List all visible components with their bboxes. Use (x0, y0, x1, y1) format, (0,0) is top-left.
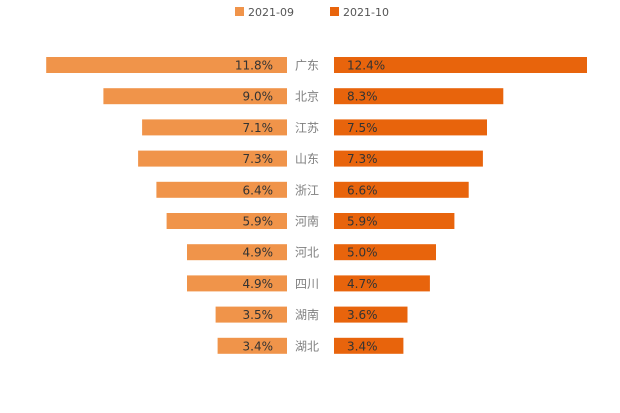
category-label: 河南 (295, 214, 319, 229)
category-label: 浙江 (295, 183, 319, 197)
value-label-series-2: 3.6% (347, 308, 378, 322)
bar-series-1 (217, 337, 287, 354)
bar-series-2 (334, 337, 404, 354)
value-label-series-1: 7.1% (243, 121, 274, 135)
value-label-series-2: 8.3% (347, 90, 378, 104)
legend-swatch-series-2 (330, 7, 339, 16)
category-label: 广东 (295, 59, 319, 73)
bar-series-2 (334, 181, 469, 198)
bar-series-1 (215, 306, 287, 323)
bar-series-2 (334, 213, 455, 229)
category-label: 四川 (295, 277, 319, 291)
legend-label-series-1: 2021-09 (248, 6, 294, 19)
value-label-series-1: 4.9% (243, 246, 274, 260)
category-label: 湖北 (295, 338, 319, 353)
bar-series-2 (334, 306, 408, 323)
bars-group: 11.8% 12.4% 广东 9.0% 8.3% 北京 7.1% 7.5% 江苏 7.3% 7.3%… (46, 57, 587, 354)
value-label-series-2: 7.5% (347, 121, 378, 135)
value-label-series-2: 6.6% (347, 183, 378, 197)
bar-series-1 (46, 57, 288, 73)
value-label-series-1: 9.0% (243, 90, 274, 104)
bar-series-1 (187, 275, 287, 292)
bar-series-2 (334, 244, 436, 261)
value-label-series-1: 3.5% (243, 308, 274, 322)
value-label-series-1: 7.3% (243, 152, 274, 166)
bar-series-1 (187, 244, 287, 261)
value-label-series-1: 11.8% (235, 59, 273, 73)
bar-series-2 (334, 150, 483, 167)
value-label-series-1: 5.9% (243, 215, 274, 229)
category-label: 北京 (295, 90, 319, 104)
category-label: 河北 (295, 246, 319, 260)
value-label-series-2: 5.9% (347, 215, 378, 229)
value-label-series-2: 7.3% (347, 152, 378, 166)
bar-series-1 (156, 181, 287, 198)
value-label-series-2: 4.7% (347, 277, 378, 291)
value-label-series-1: 6.4% (243, 183, 274, 197)
category-label: 江苏 (295, 121, 319, 135)
legend-label-series-2: 2021-10 (343, 6, 389, 19)
legend-swatch-series-1 (235, 7, 244, 16)
value-label-series-2: 3.4% (347, 339, 378, 353)
category-label: 湖南 (295, 307, 319, 322)
value-label-series-2: 5.0% (347, 246, 378, 260)
value-label-series-2: 12.4% (347, 59, 385, 73)
bar-series-2 (334, 88, 504, 105)
value-label-series-1: 3.4% (243, 339, 274, 353)
value-label-series-1: 4.9% (243, 277, 274, 291)
bar-series-2 (334, 57, 587, 73)
category-label: 山东 (295, 152, 319, 166)
bar-series-1 (103, 88, 288, 105)
bar-series-2 (334, 275, 430, 292)
bar-series-1 (138, 150, 287, 167)
bar-series-1 (166, 213, 287, 229)
legend: 2021-09 2021-10 (235, 6, 389, 19)
bar-series-1 (142, 119, 287, 136)
bar-series-2 (334, 119, 487, 136)
